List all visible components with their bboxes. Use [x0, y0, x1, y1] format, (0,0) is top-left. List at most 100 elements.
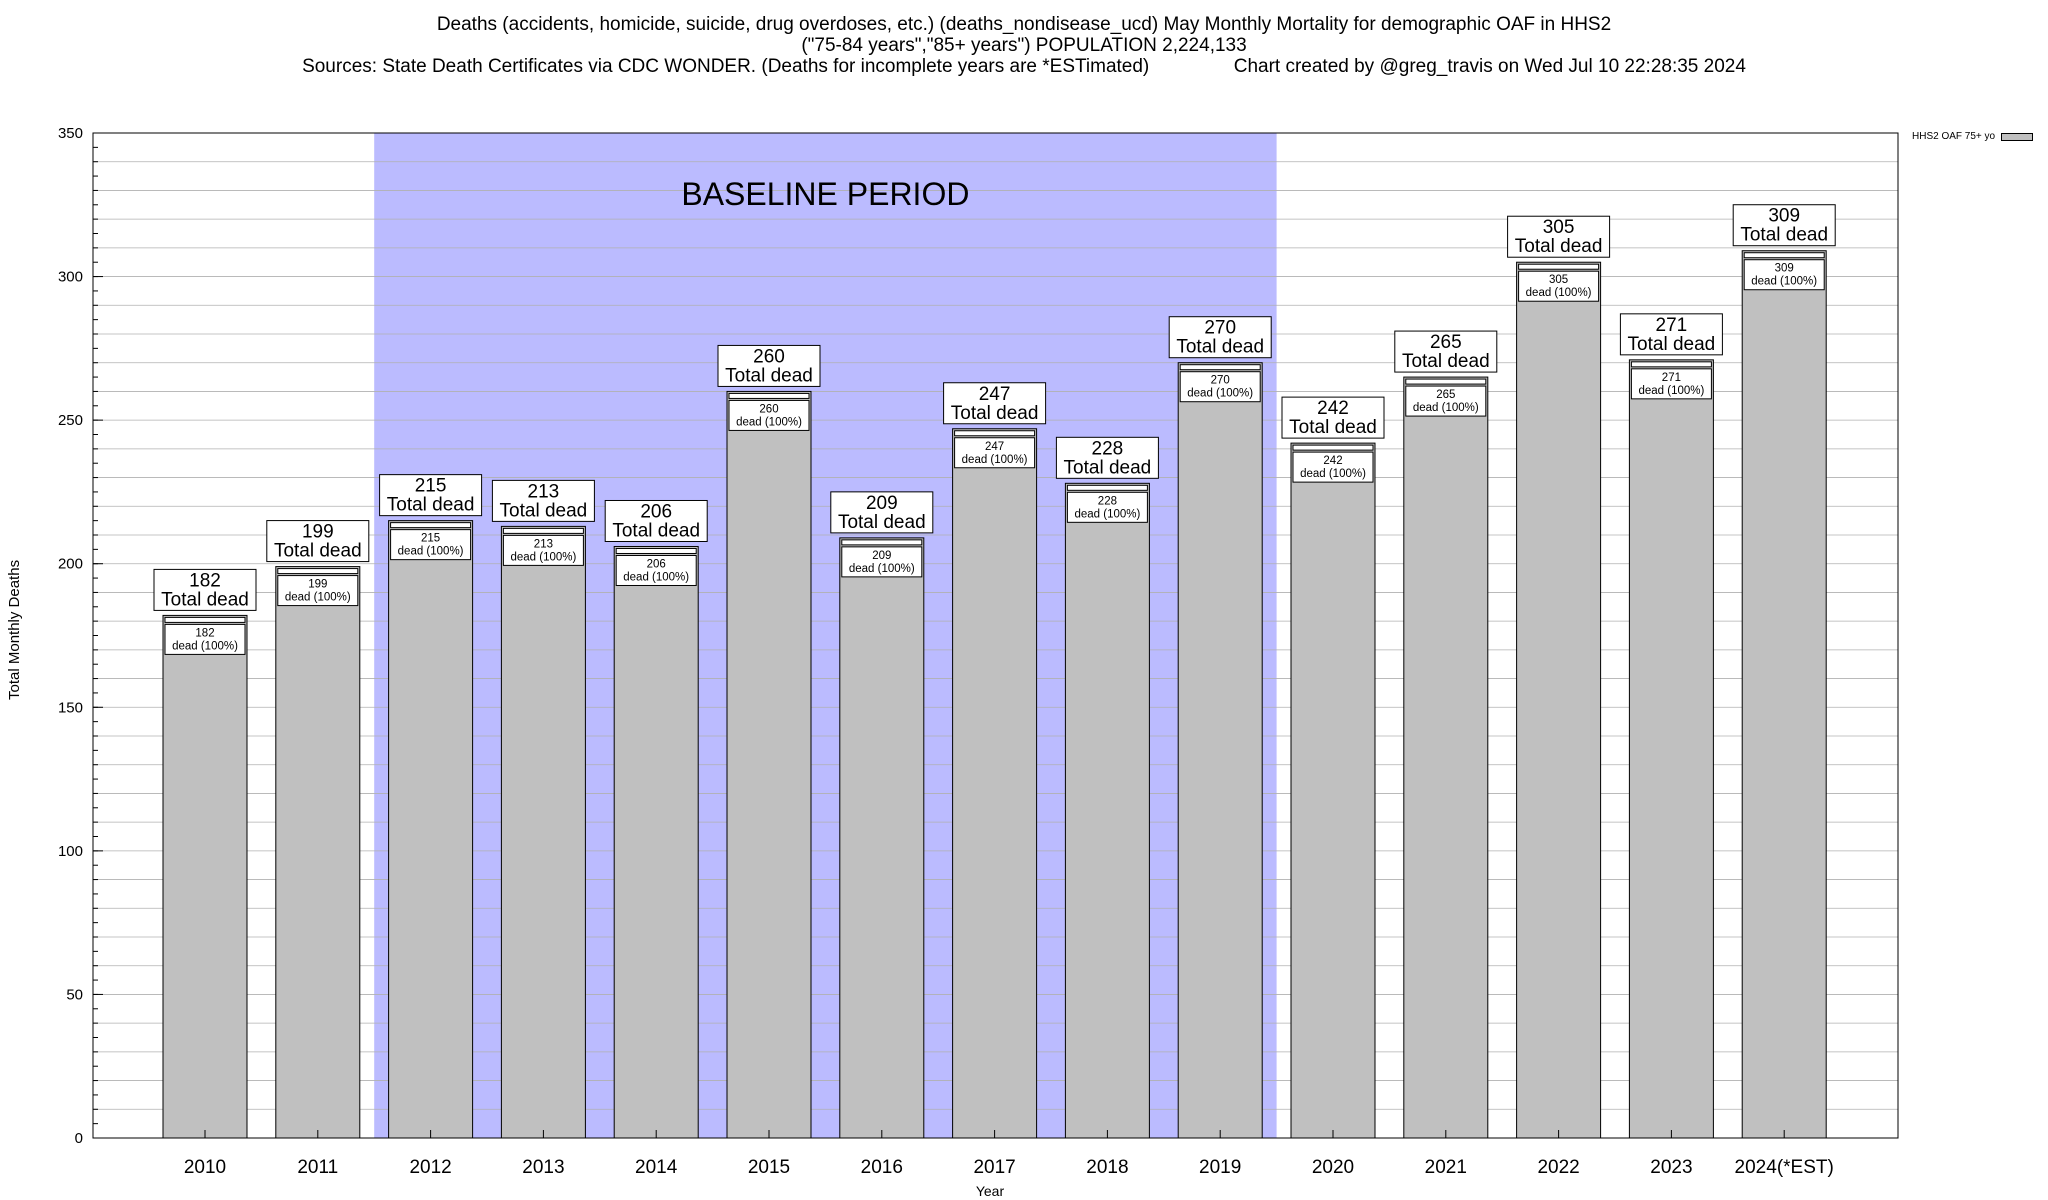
inner-label-box — [502, 534, 584, 566]
chart-title: Deaths (accidents, homicide, suicide, dr… — [436, 14, 1612, 35]
y-tick-label: 100 — [58, 843, 83, 860]
top-label-value: 242 — [1317, 398, 1349, 419]
top-label-value: 260 — [753, 346, 785, 367]
bar-top-strip — [1179, 364, 1261, 371]
top-label-value: 206 — [640, 501, 672, 522]
inner-label-text: dead (100%) — [1187, 388, 1253, 400]
top-label-value: 270 — [1204, 318, 1236, 339]
inner-label-box — [728, 399, 810, 431]
x-tick-label: 2018 — [1086, 1157, 1128, 1178]
baseline-period-label: BASELINE PERIOD — [681, 176, 969, 212]
inner-label-text: dead (100%) — [1300, 468, 1366, 480]
x-tick-label: 2023 — [1650, 1157, 1692, 1178]
top-label-value: 215 — [415, 476, 447, 497]
bar-top-strip — [164, 616, 246, 623]
inner-label-value: 228 — [1098, 495, 1117, 507]
y-tick-label: 150 — [58, 699, 83, 716]
inner-label-value: 206 — [647, 558, 666, 570]
inner-label-text: dead (100%) — [1751, 276, 1817, 288]
top-label-value: 265 — [1430, 332, 1462, 353]
top-label-text: Total dead — [1289, 417, 1377, 438]
inner-label-value: 215 — [421, 533, 440, 545]
inner-label-text: dead (100%) — [849, 563, 915, 575]
inner-label-value: 305 — [1549, 274, 1568, 286]
inner-label-box — [390, 529, 472, 561]
top-label-text: Total dead — [838, 512, 926, 533]
top-label-value: 228 — [1092, 438, 1124, 459]
top-label-box — [1055, 436, 1159, 479]
y-tick-label: 250 — [58, 412, 83, 429]
top-label-text: Total dead — [1402, 351, 1490, 372]
top-label-value: 209 — [866, 493, 898, 514]
bar — [1403, 376, 1489, 1139]
y-tick-label: 50 — [66, 986, 83, 1003]
top-label-box — [604, 499, 708, 542]
top-label-text: Total dead — [387, 495, 475, 516]
top-label-box — [943, 382, 1047, 425]
top-label-value: 213 — [528, 481, 560, 502]
inner-label-text: dead (100%) — [285, 592, 351, 604]
inner-label-value: 265 — [1436, 389, 1455, 401]
bar — [275, 566, 361, 1139]
inner-label-text: dead (100%) — [1413, 402, 1479, 414]
x-tick-label: 2017 — [973, 1157, 1015, 1178]
inner-label-box — [1179, 371, 1261, 403]
inner-label-value: 309 — [1775, 263, 1794, 275]
top-label-box — [1394, 330, 1498, 373]
inner-label-box — [1743, 259, 1825, 291]
bar-top-strip — [954, 430, 1036, 437]
top-label-value: 309 — [1768, 206, 1800, 227]
top-label-text: Total dead — [1628, 334, 1716, 355]
inner-label-value: 247 — [985, 441, 1004, 453]
inner-label-text: dead (100%) — [1526, 287, 1592, 299]
inner-label-text: dead (100%) — [1074, 508, 1140, 520]
x-tick-label: 2021 — [1425, 1157, 1467, 1178]
y-tick-label: 300 — [58, 269, 83, 286]
top-label-value: 247 — [979, 384, 1011, 405]
bar — [1177, 362, 1263, 1139]
bar-top-strip — [728, 392, 810, 399]
inner-label-value: 209 — [872, 550, 891, 562]
inner-label-value: 213 — [534, 538, 553, 550]
x-tick-label: 2010 — [184, 1157, 226, 1178]
bar — [613, 545, 699, 1139]
inner-label-box — [1292, 451, 1374, 483]
inner-label-text: dead (100%) — [510, 551, 576, 563]
top-label-text: Total dead — [725, 365, 813, 386]
bar-top-strip — [1066, 484, 1148, 491]
top-label-box — [830, 491, 934, 534]
inner-label-box — [841, 546, 923, 578]
x-axis-label: Year — [976, 1183, 1005, 1199]
top-label-text: Total dead — [612, 520, 700, 541]
bar — [1741, 250, 1827, 1139]
inner-label-value: 270 — [1211, 375, 1230, 387]
x-tick-label: 2019 — [1199, 1157, 1241, 1178]
bar — [1516, 261, 1602, 1139]
top-label-text: Total dead — [274, 541, 362, 562]
top-label-box — [1507, 215, 1611, 258]
top-label-box — [266, 520, 370, 563]
top-label-text: Total dead — [500, 500, 588, 521]
inner-label-box — [164, 623, 246, 655]
bar — [500, 525, 586, 1139]
y-tick-label: 350 — [58, 125, 83, 142]
inner-label-box — [1518, 270, 1600, 302]
top-label-box — [1168, 316, 1272, 359]
x-tick-label: 2014 — [635, 1157, 678, 1178]
legend: HHS2 OAF 75+ yo — [1912, 131, 2034, 142]
x-tick-label: 2015 — [748, 1157, 790, 1178]
bar — [162, 614, 248, 1139]
bar — [952, 428, 1038, 1139]
inner-label-text: dead (100%) — [623, 571, 689, 583]
bar-top-strip — [390, 522, 472, 529]
bar — [726, 390, 812, 1139]
top-label-value: 305 — [1543, 217, 1575, 238]
legend-label: HHS2 OAF 75+ yo — [1912, 131, 1996, 142]
y-axis-label: Total Monthly Deaths — [6, 559, 23, 700]
bar-top-strip — [502, 527, 584, 534]
bar-top-strip — [841, 539, 923, 546]
top-label-value: 199 — [302, 522, 334, 543]
top-label-text: Total dead — [161, 589, 249, 610]
top-label-text: Total dead — [1740, 225, 1828, 246]
top-label-value: 182 — [189, 570, 221, 591]
